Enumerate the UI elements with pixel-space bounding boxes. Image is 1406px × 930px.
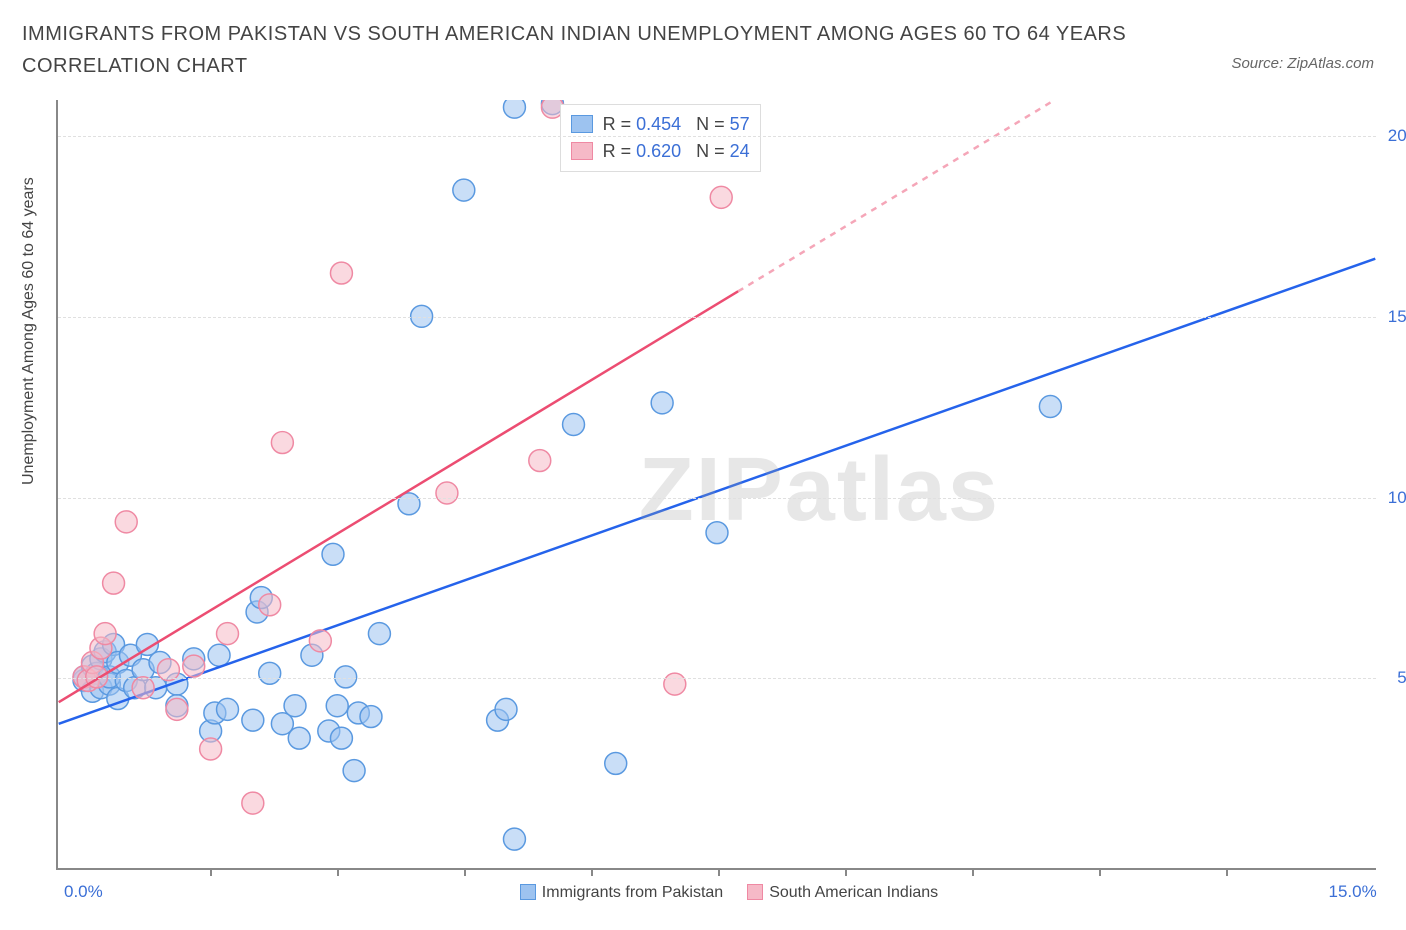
legend-swatch-icon: [520, 884, 536, 900]
gridline: [58, 678, 1376, 679]
stat-row: R = 0.620 N = 24: [571, 138, 750, 165]
xtick-label: 15.0%: [1329, 882, 1377, 902]
xtick: [210, 868, 212, 876]
xtick-label: 0.0%: [64, 882, 103, 902]
gridline: [58, 136, 1376, 137]
series-legend: Immigrants from Pakistan South American I…: [58, 884, 1376, 902]
r-value: 0.454: [636, 114, 681, 134]
xtick: [337, 868, 339, 876]
n-value: 24: [730, 141, 750, 161]
xtick: [464, 868, 466, 876]
legend-swatch-icon: [571, 115, 593, 133]
xtick: [718, 868, 720, 876]
legend-label: South American Indians: [769, 884, 938, 901]
correlation-stats-box: R = 0.454 N = 57R = 0.620 N = 24: [560, 104, 761, 172]
y-axis-label: Unemployment Among Ages 60 to 64 years: [20, 177, 38, 485]
n-value: 57: [730, 114, 750, 134]
ytick-label: 20.0%: [1381, 126, 1406, 146]
gridline: [58, 317, 1376, 318]
legend-label: Immigrants from Pakistan: [542, 884, 723, 901]
source-label: Source: ZipAtlas.com: [1231, 55, 1374, 72]
ytick-label: 5.0%: [1381, 668, 1406, 688]
legend-swatch-icon: [571, 142, 593, 160]
chart-title: IMMIGRANTS FROM PAKISTAN VS SOUTH AMERIC…: [22, 18, 1246, 82]
xtick: [845, 868, 847, 876]
xtick: [1226, 868, 1228, 876]
r-value: 0.620: [636, 141, 681, 161]
xtick: [591, 868, 593, 876]
chart-svg: [58, 100, 1376, 868]
ytick-label: 10.0%: [1381, 488, 1406, 508]
legend-swatch-icon: [747, 884, 763, 900]
xtick: [1099, 868, 1101, 876]
stat-row: R = 0.454 N = 57: [571, 111, 750, 138]
ytick-label: 15.0%: [1381, 307, 1406, 327]
plot-area: ZIPatlas R = 0.454 N = 57R = 0.620 N = 2…: [56, 100, 1376, 870]
gridline: [58, 498, 1376, 499]
xtick: [972, 868, 974, 876]
watermark: ZIPatlas: [639, 439, 1000, 542]
